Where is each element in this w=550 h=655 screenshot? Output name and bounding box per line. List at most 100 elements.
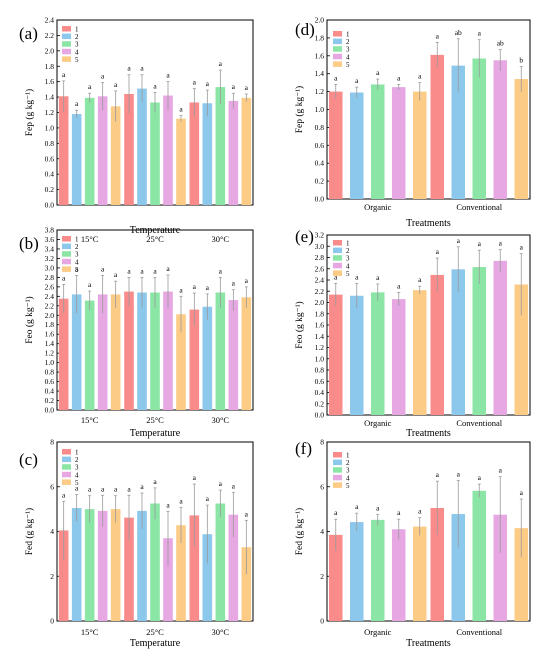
y-tick-label: 0.8	[315, 366, 325, 375]
y-tick-label: 0.2	[45, 185, 55, 194]
bar	[124, 517, 134, 621]
y-tick-label: 2.0	[315, 298, 325, 307]
legend-swatch	[62, 243, 71, 250]
significance-letter: a	[520, 243, 524, 252]
legend-label: 2	[75, 456, 79, 464]
y-tick-label: 2.8	[315, 253, 325, 262]
y-tick-label: 3.2	[315, 231, 325, 240]
legend-label: 2	[75, 33, 79, 41]
significance-letter: b	[519, 56, 523, 65]
legend-swatch	[333, 255, 342, 261]
x-tick-label: Organic	[364, 418, 391, 428]
significance-letter: a	[166, 264, 170, 273]
bar	[189, 515, 200, 621]
legend-swatch	[62, 251, 71, 257]
bar	[71, 508, 82, 621]
significance-letter: a	[436, 31, 440, 40]
legend-label: 4	[346, 474, 350, 482]
significance-letter: a	[114, 485, 118, 494]
x-axis-label: Treatments	[406, 428, 451, 439]
significance-letter: a	[219, 59, 223, 68]
legend-swatch	[333, 262, 342, 269]
y-tick-label: 1.4	[315, 69, 325, 78]
y-axis-label: Fed (g kg⁻¹)	[294, 508, 305, 555]
significance-letter: a	[153, 81, 157, 90]
panel-label: (d)	[295, 20, 315, 39]
y-tick-label: 1.6	[315, 321, 325, 330]
panel-f: 0 2 4 6 8 Fed (g kg⁻¹) (f) Organic a a a a a Conventi…	[294, 438, 531, 649]
y-tick-label: 1.8	[45, 320, 55, 329]
legend-label: 1	[75, 236, 79, 244]
legend-swatch	[62, 41, 71, 47]
significance-letter: a	[245, 83, 249, 92]
significance-letter: a	[62, 70, 66, 79]
significance-letter: a	[75, 264, 79, 273]
significance-letter: a	[179, 285, 183, 294]
bar	[392, 87, 406, 199]
significance-letter: a	[397, 73, 401, 82]
legend-label: 2	[75, 243, 79, 251]
legend-swatch	[333, 459, 342, 466]
x-tick-label: Organic	[364, 627, 391, 637]
significance-letter: a	[114, 270, 118, 279]
bar	[329, 294, 343, 415]
significance-letter: a	[376, 68, 380, 77]
legend-label: 3	[346, 255, 350, 263]
y-tick-label: 1.2	[315, 87, 325, 96]
significance-letter: a	[232, 82, 236, 91]
significance-letter: a	[88, 82, 92, 91]
bar	[137, 292, 147, 410]
significance-letter: a	[75, 484, 79, 493]
y-tick-label: 2.6	[315, 264, 325, 273]
significance-letter: ab	[455, 28, 462, 37]
legend-swatch	[62, 479, 71, 485]
bar	[176, 525, 186, 621]
bar	[241, 297, 252, 410]
y-tick-label: 2	[50, 572, 54, 581]
bar	[150, 292, 160, 410]
significance-letter: a	[153, 477, 157, 486]
significance-letter: a	[75, 99, 79, 108]
y-tick-label: 2	[320, 572, 324, 581]
y-tick-label: 0.0	[45, 201, 55, 210]
significance-letter: a	[179, 105, 183, 114]
bar	[514, 79, 528, 199]
legend-swatch	[333, 46, 342, 52]
significance-letter: a	[457, 236, 461, 245]
x-tick-label: 30°C	[212, 234, 230, 244]
significance-letter: a	[153, 266, 157, 275]
bar	[329, 534, 343, 621]
significance-letter: a	[245, 276, 249, 285]
bar	[371, 519, 385, 621]
y-tick-label: 0.2	[315, 399, 325, 408]
significance-letter: a	[397, 508, 401, 517]
y-tick-label: 0	[50, 617, 54, 626]
significance-letter: a	[166, 500, 170, 509]
bar	[110, 294, 121, 410]
legend-label: 5	[75, 56, 79, 64]
y-tick-label: 0.8	[45, 139, 55, 148]
legend-label: 3	[75, 41, 79, 49]
significance-letter: a	[355, 76, 359, 85]
y-tick-label: 1.8	[315, 33, 325, 42]
x-tick-label: 30°C	[212, 627, 230, 637]
bar	[84, 97, 95, 205]
significance-letter: a	[355, 502, 359, 511]
significance-letter: a	[88, 280, 92, 289]
bar	[202, 103, 213, 205]
significance-letter: a	[232, 279, 236, 288]
y-tick-label: 2.0	[315, 16, 325, 25]
bar	[137, 88, 147, 205]
legend-swatch	[333, 240, 342, 246]
legend-swatch	[333, 467, 342, 473]
bar	[430, 274, 444, 415]
significance-letter: a	[140, 482, 144, 491]
bar	[371, 84, 385, 199]
y-tick-label: 2.4	[315, 276, 325, 285]
y-tick-label: 6	[50, 482, 54, 491]
x-tick-label: 15°C	[81, 627, 99, 637]
significance-letter: a	[418, 275, 422, 284]
y-tick-label: 3.0	[315, 242, 325, 251]
bar	[71, 114, 82, 205]
legend-label: 1	[346, 452, 350, 460]
